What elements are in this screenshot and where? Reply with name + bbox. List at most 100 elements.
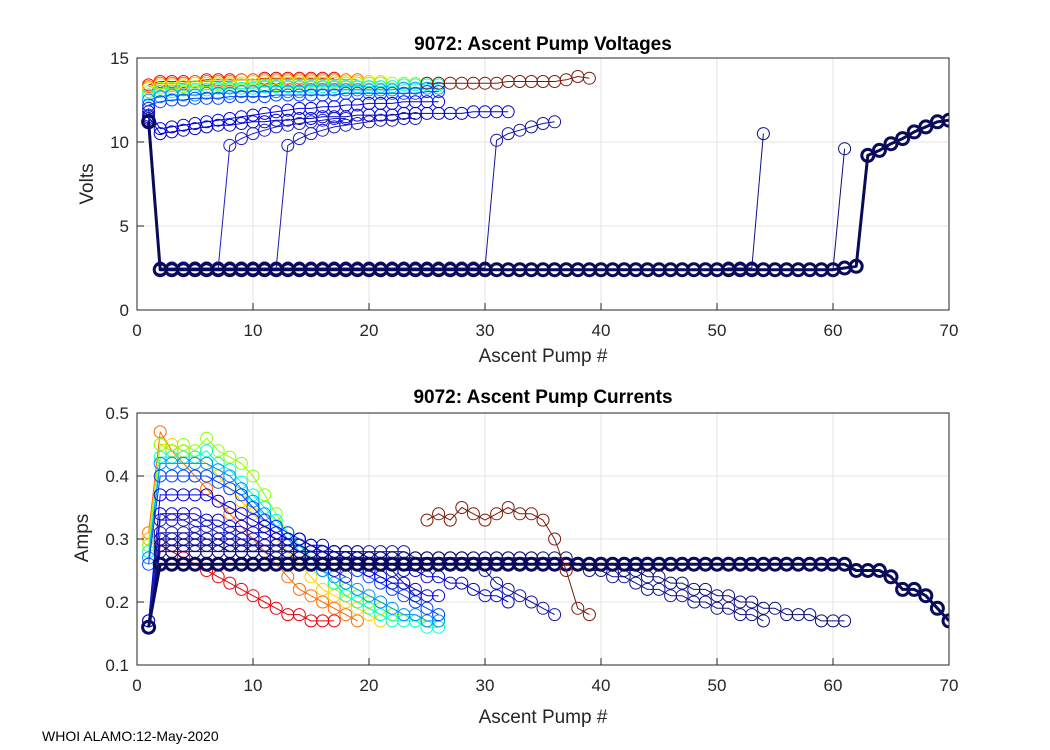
- voltage-chart-data-point: [548, 115, 562, 129]
- current-chart-data-point: [176, 513, 190, 527]
- voltage-chart-data-point: [258, 123, 272, 137]
- current-chart-data-point: [871, 563, 887, 578]
- current-chart-data-point: [246, 469, 260, 483]
- current-chart-data-point: [234, 507, 248, 521]
- voltage-chart-axes-box: [136, 57, 950, 311]
- voltage-chart-data-point: [524, 120, 538, 134]
- voltage-chart-series-6: [142, 81, 446, 107]
- voltage-chart-series-line: [427, 76, 590, 84]
- footer-text: WHOI ALAMO:12-May-2020: [42, 728, 219, 744]
- current-chart-data-point: [234, 519, 248, 533]
- current-chart-xtick-label: 10: [244, 676, 263, 695]
- voltage-chart-ytick-label: 0: [120, 301, 129, 320]
- voltage-chart-xtick-label: 10: [244, 321, 263, 340]
- current-chart-data-point: [698, 582, 712, 596]
- current-chart-ytick-label: 0.4: [105, 467, 129, 486]
- voltage-chart-ticks: 0 10 20 30 40 50 60 70 0 5 10 15: [110, 49, 958, 340]
- current-chart-title: 9072: Ascent Pump Currents: [413, 387, 672, 408]
- voltage-chart-ylabel: Volts: [77, 163, 98, 204]
- current-chart-data-point: [722, 601, 736, 615]
- current-chart-data-point: [918, 588, 934, 604]
- voltage-chart-data-point: [141, 114, 157, 130]
- voltage-chart-data-point: [432, 81, 446, 95]
- current-chart-data-point: [490, 507, 504, 521]
- current-chart-data-point: [211, 513, 225, 527]
- current-chart-data-point: [408, 595, 422, 609]
- current-chart-data-point: [304, 589, 318, 603]
- current-chart-data-point: [652, 582, 666, 596]
- current-chart-data-point: [316, 595, 330, 609]
- current-chart-data-point: [501, 501, 515, 514]
- voltage-chart-xtick-label: 70: [940, 321, 959, 340]
- current-chart-data-point: [153, 425, 167, 439]
- current-chart-data-point: [339, 608, 353, 622]
- voltage-chart-data-point: [223, 138, 237, 152]
- voltage-chart-data-point: [860, 147, 876, 163]
- current-chart-data-point: [258, 595, 272, 609]
- current-chart-data-point: [223, 576, 237, 590]
- current-chart-ytick-label: 0.3: [105, 530, 129, 549]
- current-chart-data-point: [455, 501, 469, 514]
- current-chart-data-point: [176, 438, 190, 451]
- current-chart-data-point: [837, 556, 853, 572]
- voltage-chart-plot-area: [141, 70, 949, 278]
- voltage-chart-data-point: [432, 85, 446, 99]
- current-chart-data-point: [536, 513, 550, 527]
- voltage-chart-data-point: [316, 123, 330, 137]
- voltage-chart-xtick-label: 40: [592, 321, 611, 340]
- voltage-chart-data-point: [304, 127, 318, 141]
- voltage-chart-ytick-label: 5: [120, 217, 129, 236]
- current-chart-xtick-label: 0: [132, 676, 141, 695]
- voltage-chart-xtick-label: 50: [708, 321, 727, 340]
- current-chart-xtick-label: 40: [592, 676, 611, 695]
- current-chart-data-point: [408, 608, 422, 622]
- current-chart-data-point: [571, 601, 585, 615]
- current-chart-data-point: [803, 608, 817, 622]
- voltage-chart-data-point: [582, 71, 596, 85]
- current-chart-data-point: [675, 576, 689, 590]
- voltage-chart-data-point: [883, 136, 899, 152]
- current-chart-data-point: [200, 444, 214, 458]
- current-chart-data-point: [432, 608, 446, 622]
- voltage-chart-data-point: [339, 112, 353, 125]
- current-chart-data-point: [420, 601, 434, 615]
- voltage-chart-series-line: [148, 79, 358, 88]
- voltage-chart-data-point: [871, 142, 887, 158]
- current-chart: 9072: Ascent Pump Currents 0 10 20 30 40 50 60…: [72, 387, 958, 728]
- current-chart-data-point: [883, 569, 899, 585]
- voltage-chart-ytick-label: 15: [110, 49, 129, 68]
- current-chart-data-point: [745, 595, 759, 609]
- current-chart-data-point: [292, 582, 306, 596]
- current-chart-data-point: [768, 601, 782, 615]
- current-chart-data-point: [234, 582, 248, 596]
- voltage-chart-series-16: [420, 70, 596, 90]
- current-chart-data-point: [466, 507, 480, 521]
- current-chart-data-point: [478, 513, 492, 527]
- current-chart-data-point: [211, 475, 225, 489]
- current-chart-data-point: [200, 488, 214, 502]
- current-chart-data-point: [629, 576, 643, 590]
- current-chart-data-point: [432, 614, 446, 628]
- voltage-chart-data-point: [906, 124, 922, 140]
- voltage-chart-xtick-label: 30: [476, 321, 495, 340]
- current-chart-data-point: [350, 595, 364, 609]
- voltage-chart-series-15: [141, 112, 949, 278]
- voltage-chart-data-point: [501, 105, 515, 119]
- current-chart-data-point: [316, 582, 330, 596]
- current-chart-data-point: [200, 431, 214, 445]
- current-chart-series-line: [148, 513, 509, 621]
- voltage-chart-xtick-label: 20: [360, 321, 379, 340]
- current-chart-data-point: [698, 595, 712, 609]
- current-chart-data-point: [223, 469, 237, 483]
- current-chart-data-point: [374, 595, 388, 609]
- current-chart-data-point: [941, 613, 949, 629]
- current-chart-data-point: [455, 576, 469, 590]
- current-chart-data-point: [408, 589, 422, 603]
- voltage-chart-data-point: [292, 132, 306, 146]
- current-chart-data-point: [327, 614, 341, 628]
- voltage-chart-title: 9072: Ascent Pump Voltages: [414, 34, 672, 55]
- current-chart-data-point: [929, 600, 945, 616]
- voltage-chart-data-point: [513, 123, 527, 137]
